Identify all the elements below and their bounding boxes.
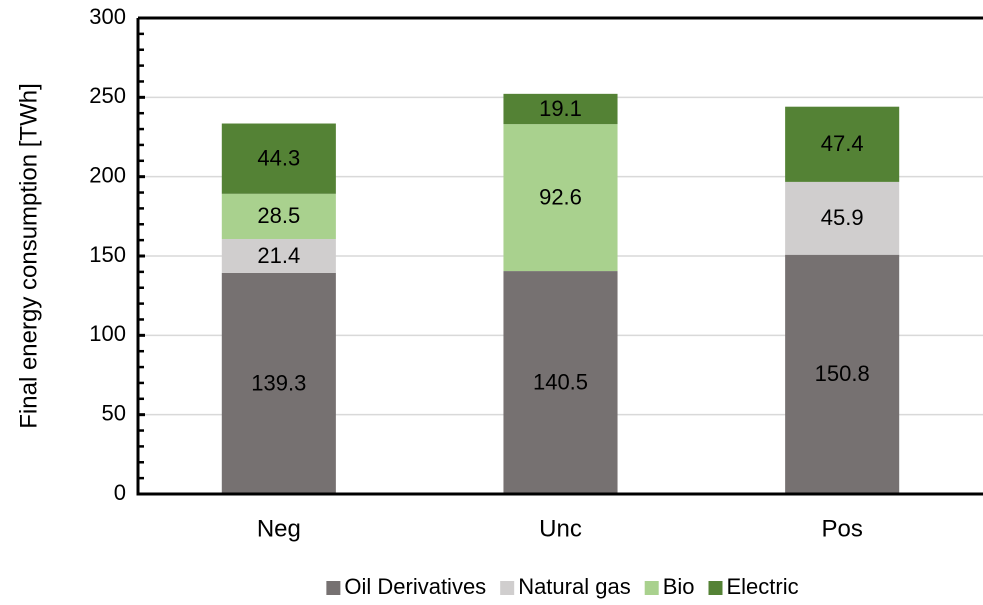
legend-swatch: [708, 581, 723, 595]
y-tick-label: 50: [102, 400, 126, 425]
y-tick-label: 200: [89, 162, 126, 187]
legend: Oil Derivatives Natural gas Bio Electric: [326, 574, 799, 599]
data-label: 140.5: [533, 369, 588, 394]
bar-segment: [221, 123, 336, 194]
y-tick-label: 250: [89, 83, 126, 108]
data-label: 21.4: [257, 243, 300, 268]
bar-segment: [785, 181, 900, 255]
data-label: 28.5: [257, 203, 300, 228]
legend-label: Electric: [727, 574, 799, 599]
bar-segment: [503, 93, 618, 125]
legend-label: Natural gas: [518, 574, 631, 599]
legend-label: Oil Derivatives: [344, 574, 486, 599]
bar-segment: [785, 254, 900, 494]
legend-swatch: [500, 581, 515, 595]
bar-segment: [221, 239, 336, 273]
bar-segment: [221, 272, 336, 494]
bar-segment: [221, 193, 336, 240]
data-label: 19.1: [539, 96, 582, 121]
y-tick-label: 300: [89, 4, 126, 29]
legend-swatch: [644, 581, 659, 595]
y-axis-label: Final energy consumption [TWh]: [15, 83, 42, 428]
data-label: 139.3: [251, 370, 306, 395]
x-tick-label: Pos: [821, 515, 862, 542]
x-tick-label: Unc: [539, 515, 582, 542]
axis-frame: [136, 16, 983, 496]
data-label: 45.9: [821, 205, 864, 230]
legend-label: Bio: [663, 574, 695, 599]
y-tick-label: 100: [89, 321, 126, 346]
bar-segment: [503, 124, 618, 272]
y-tick-label: 150: [89, 242, 126, 267]
x-tick-label: Neg: [257, 515, 301, 542]
bar-segment: [503, 271, 618, 494]
y-tick-label: 0: [114, 480, 126, 505]
data-label: 47.4: [821, 131, 864, 156]
bar-segment: [785, 106, 900, 182]
data-label: 44.3: [257, 145, 300, 170]
data-label: 150.8: [815, 361, 870, 386]
data-label: 92.6: [539, 184, 582, 209]
legend-swatch: [326, 581, 341, 595]
